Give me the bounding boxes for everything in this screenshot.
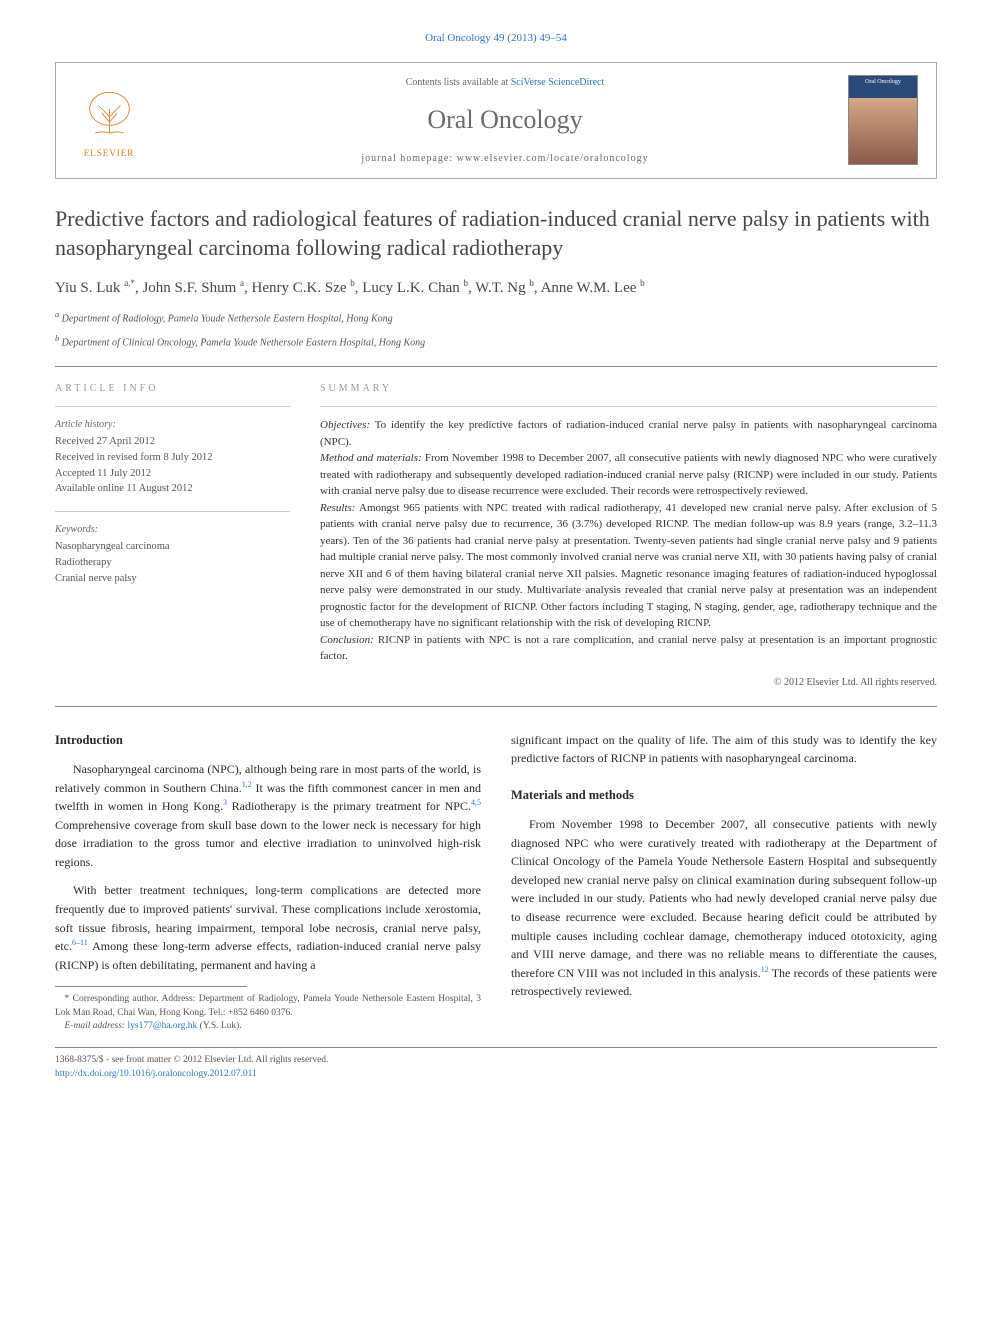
authors-line: Yiu S. Luk a,*, John S.F. Shum a, Henry …	[55, 277, 937, 300]
summary-label: SUMMARY	[320, 381, 937, 396]
article-info-col: ARTICLE INFO Article history: Received 2…	[55, 381, 290, 690]
objectives-text: To identify the key predictive factors o…	[320, 419, 937, 448]
cover-thumb-title: Oral Oncology	[851, 78, 915, 87]
intro-para-3-cont: significant impact on the quality of lif…	[511, 731, 937, 768]
contents-line: Contents lists available at SciVerse Sci…	[162, 75, 848, 90]
methods-para-1: From November 1998 to December 2007, all…	[511, 815, 937, 1001]
intro-para-1: Nasopharyngeal carcinoma (NPC), although…	[55, 760, 481, 872]
homepage-url: www.elsevier.com/locate/oraloncology	[457, 153, 649, 164]
keyword: Cranial nerve palsy	[55, 571, 290, 587]
info-summary-row: ARTICLE INFO Article history: Received 2…	[55, 381, 937, 690]
masthead: ELSEVIER Contents lists available at Sci…	[55, 62, 937, 179]
footer: 1368-8375/$ - see front matter © 2012 El…	[55, 1054, 937, 1081]
summary-copyright: © 2012 Elsevier Ltd. All rights reserved…	[320, 675, 937, 690]
summary-col: SUMMARY Objectives: To identify the key …	[320, 381, 937, 690]
history-line: Received 27 April 2012	[55, 434, 290, 450]
keywords-title: Keywords:	[55, 522, 290, 537]
article-title: Predictive factors and radiological feat…	[55, 204, 937, 263]
affil-text-a: Department of Radiology, Pamela Youde Ne…	[62, 314, 393, 325]
email-link[interactable]: lys177@ha.org.hk	[127, 1021, 197, 1031]
affil-label-b: b	[55, 334, 59, 343]
corr-label: * Corresponding author.	[65, 994, 159, 1004]
homepage-prefix: journal homepage:	[361, 153, 456, 164]
email-suffix: (Y.S. Luk).	[200, 1021, 242, 1031]
divider	[55, 511, 290, 512]
results-label: Results:	[320, 502, 355, 514]
history-line: Received in revised form 8 July 2012	[55, 450, 290, 466]
masthead-center: Contents lists available at SciVerse Sci…	[162, 75, 848, 166]
corresponding-footnote: * Corresponding author. Address: Departm…	[55, 993, 481, 1020]
intro-para-2: With better treatment techniques, long-t…	[55, 881, 481, 974]
article-info-label: ARTICLE INFO	[55, 381, 290, 396]
journal-ref-link[interactable]: Oral Oncology 49 (2013) 49–54	[425, 32, 567, 44]
journal-ref-name: Oral Oncology	[425, 32, 491, 44]
contents-link[interactable]: SciVerse ScienceDirect	[511, 77, 605, 88]
divider	[320, 406, 937, 407]
journal-reference: Oral Oncology 49 (2013) 49–54	[55, 30, 937, 47]
affil-label-a: a	[55, 310, 59, 319]
keyword: Radiotherapy	[55, 555, 290, 571]
history-line: Available online 11 August 2012	[55, 481, 290, 497]
email-label: E-mail address:	[65, 1021, 126, 1031]
summary-text: Objectives: To identify the key predicti…	[320, 417, 937, 665]
homepage-line: journal homepage: www.elsevier.com/locat…	[162, 151, 848, 166]
affiliation-b: b Department of Clinical Oncology, Pamel…	[55, 333, 937, 350]
keywords-block: Nasopharyngeal carcinoma Radiotherapy Cr…	[55, 539, 290, 586]
affiliations: a Department of Radiology, Pamela Youde …	[55, 309, 937, 350]
methods-label: Method and materials:	[320, 452, 422, 464]
history-line: Accepted 11 July 2012	[55, 466, 290, 482]
journal-cover-thumb[interactable]: Oral Oncology	[848, 75, 918, 165]
footer-issn: 1368-8375/$ - see front matter © 2012 El…	[55, 1054, 937, 1067]
divider	[55, 706, 937, 707]
body-columns: Introduction Nasopharyngeal carcinoma (N…	[55, 731, 937, 1034]
publisher-logo[interactable]: ELSEVIER	[74, 80, 144, 160]
affiliation-a: a Department of Radiology, Pamela Youde …	[55, 309, 937, 326]
footer-separator	[55, 1047, 937, 1048]
results-text: Amongst 965 patients with NPC treated wi…	[320, 502, 937, 630]
publisher-label: ELSEVIER	[84, 147, 135, 161]
divider	[55, 366, 937, 367]
body-col-left: Introduction Nasopharyngeal carcinoma (N…	[55, 731, 481, 1034]
footer-doi-link[interactable]: http://dx.doi.org/10.1016/j.oraloncology…	[55, 1069, 257, 1079]
contents-prefix: Contents lists available at	[406, 77, 511, 88]
footnote-separator	[55, 986, 247, 987]
objectives-label: Objectives:	[320, 419, 370, 431]
elsevier-tree-icon	[82, 89, 137, 144]
journal-name: Oral Oncology	[162, 100, 848, 139]
divider	[55, 406, 290, 407]
conclusion-label: Conclusion:	[320, 634, 374, 646]
history-block: Received 27 April 2012 Received in revis…	[55, 434, 290, 497]
affil-text-b: Department of Clinical Oncology, Pamela …	[62, 337, 426, 348]
conclusion-text: RICNP in patients with NPC is not a rare…	[320, 634, 937, 663]
keyword: Nasopharyngeal carcinoma	[55, 539, 290, 555]
methods-heading: Materials and methods	[511, 786, 937, 805]
body-col-right: significant impact on the quality of lif…	[511, 731, 937, 1034]
email-footnote: E-mail address: lys177@ha.org.hk (Y.S. L…	[55, 1020, 481, 1033]
intro-heading: Introduction	[55, 731, 481, 750]
journal-ref-vol: 49 (2013) 49–54	[494, 32, 567, 44]
history-title: Article history:	[55, 417, 290, 432]
